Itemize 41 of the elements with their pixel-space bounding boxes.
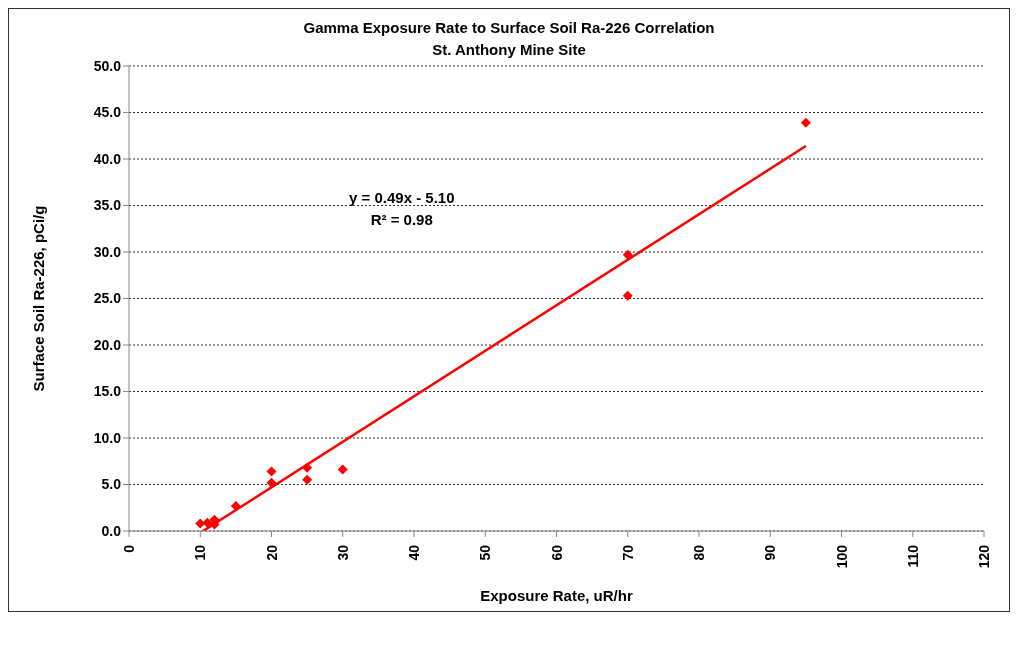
- point: [266, 477, 277, 488]
- point: [622, 249, 633, 260]
- point: [800, 117, 811, 128]
- y-tick-label: 5.0: [101, 476, 122, 493]
- x-tick-label: 110: [904, 544, 921, 568]
- x-axis-title: Exposure Rate, uR/hr: [480, 587, 633, 604]
- point: [302, 474, 313, 485]
- point: [622, 290, 633, 301]
- x-tick-label: 40: [406, 544, 422, 561]
- chart-title: Gamma Exposure Rate to Surface Soil Ra-226 Correlation: [302, 18, 716, 38]
- x-tick-label: 0: [121, 544, 137, 553]
- point: [202, 517, 213, 528]
- point: [337, 464, 348, 475]
- y-tick-label: 30.0: [93, 243, 122, 260]
- x-tick-label: 70: [619, 544, 636, 561]
- x-tick-label: 20: [263, 544, 280, 561]
- point: [266, 466, 277, 477]
- x-tick-label: 80: [691, 544, 707, 561]
- point: [195, 518, 206, 529]
- x-tick-label: 120: [976, 544, 992, 569]
- x-tick-label: 30: [334, 544, 351, 561]
- y-axis-title: Surface Soil Ra-226, pCi/g: [30, 205, 48, 392]
- y-tick-label: 0.0: [101, 522, 122, 539]
- x-tick-label: 60: [548, 544, 565, 561]
- point: [302, 462, 313, 473]
- x-tick-label: 10: [192, 544, 209, 561]
- y-tick-label: 45.0: [93, 104, 122, 121]
- y-tick-label: 25.0: [93, 290, 122, 307]
- y-tick-label: 20.0: [93, 336, 122, 353]
- annotation: y = 0.49x - 5.10: [349, 188, 455, 208]
- chart-subtitle: St. Anthony Mine Site: [432, 41, 586, 58]
- point: [230, 500, 241, 511]
- y-tick-label: 35.0: [93, 197, 122, 214]
- y-tick-label: 10.0: [93, 429, 122, 446]
- y-tick-label: 50.0: [93, 57, 122, 74]
- annotation: R² = 0.98: [369, 210, 434, 230]
- y-tick-label: 15.0: [93, 383, 122, 400]
- y-tick-label: 40.0: [93, 150, 122, 167]
- x-tick-label: 50: [477, 544, 494, 561]
- x-tick-label: 100: [833, 544, 850, 569]
- x-tick-label: 90: [762, 544, 779, 561]
